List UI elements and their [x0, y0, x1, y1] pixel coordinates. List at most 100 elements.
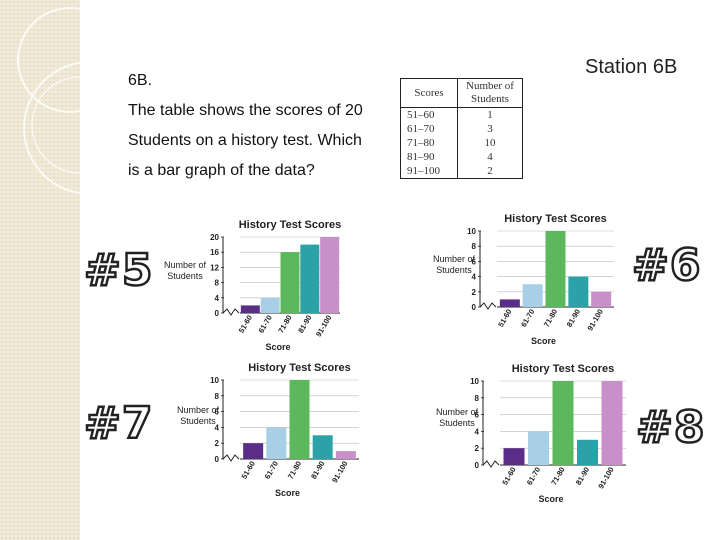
bar: [260, 297, 280, 313]
score-range-cell: 51–60: [400, 107, 458, 122]
decorative-circles: [17, 7, 130, 195]
bar: [320, 237, 340, 313]
question-line: The table shows the scores of 20: [128, 102, 363, 119]
y-tick-label: 10: [467, 227, 476, 236]
x-tick-label: 71-80: [549, 466, 566, 487]
y-tick-label: 4: [215, 423, 220, 432]
bar: [266, 427, 287, 459]
x-axis-label: Score: [531, 336, 556, 346]
x-axis-label: Score: [275, 488, 300, 498]
bar: [312, 435, 333, 459]
axis-break-icon: [482, 460, 500, 468]
bar: [289, 380, 310, 459]
question-number: 6B.: [128, 72, 153, 89]
bar: [545, 231, 566, 307]
table-row: 61–70 3: [400, 122, 523, 136]
bar: [240, 305, 260, 313]
bar: [522, 284, 543, 307]
option-label-8: #8: [635, 401, 706, 455]
header-number-of-students: Number of Students: [457, 78, 523, 108]
student-count-cell: 2: [457, 164, 523, 179]
y-axis-label: Number of: [177, 405, 220, 415]
y-tick-label: 10: [470, 377, 479, 386]
x-axis-label: Score: [538, 494, 563, 504]
table-row: 51–60 1: [400, 107, 523, 122]
y-axis-label: Number of: [436, 407, 479, 417]
bar: [243, 443, 264, 459]
y-tick-label: 2: [215, 439, 220, 448]
x-tick-label: 61-70: [525, 466, 542, 487]
student-count-cell: 4: [457, 150, 523, 164]
bar: [499, 299, 520, 307]
y-tick-label: 0: [215, 309, 220, 318]
y-axis-label: Students: [439, 418, 475, 428]
option-label-5: #5: [83, 244, 154, 298]
question-line: Students on a history test. Which: [128, 132, 362, 149]
station-title: Station 6B: [585, 56, 678, 78]
score-table-header: Scores Number of Students: [400, 78, 523, 108]
option-label-6: #6: [631, 239, 702, 293]
y-tick-label: 4: [475, 427, 480, 436]
y-tick-label: 8: [215, 392, 220, 401]
x-axis-label: Score: [265, 342, 290, 352]
question-line: is a bar graph of the data?: [128, 162, 315, 179]
y-tick-label: 6: [472, 257, 477, 266]
score-range-cell: 61–70: [400, 122, 458, 136]
y-tick-label: 0: [215, 455, 220, 464]
bar: [335, 451, 356, 459]
y-axis-label: Students: [180, 416, 216, 426]
y-tick-label: 0: [472, 303, 477, 312]
decorative-side-strip: [0, 0, 80, 540]
chart-title: History Test Scores: [239, 219, 342, 231]
y-tick-label: 0: [475, 461, 480, 470]
bar: [528, 431, 549, 465]
bar: [601, 381, 623, 465]
y-axis-label: Number of: [164, 260, 207, 270]
question-text: 6B. The table shows the scores of 20 Stu…: [128, 66, 398, 186]
y-tick-label: 4: [215, 294, 220, 303]
table-row: 71–80 10: [400, 136, 523, 150]
header-scores: Scores: [400, 78, 458, 108]
chart-title: History Test Scores: [512, 363, 615, 375]
x-tick-label: 91-100: [596, 466, 615, 491]
bar: [568, 276, 589, 307]
y-tick-label: 2: [472, 288, 477, 297]
bar: [280, 252, 300, 313]
bar: [591, 291, 612, 307]
y-tick-label: 16: [210, 248, 219, 257]
bar: [503, 448, 525, 465]
y-axis-label: Number of: [433, 254, 476, 264]
score-range-cell: 81–90: [400, 150, 458, 164]
y-tick-label: 8: [475, 394, 480, 403]
bar: [552, 381, 574, 465]
axis-break-icon: [222, 454, 240, 462]
bar: [300, 244, 320, 313]
table-row: 91–100 2: [400, 164, 523, 179]
score-table: Scores Number of Students 51–60 1 61–70 …: [400, 78, 523, 179]
y-tick-label: 6: [215, 408, 220, 417]
y-tick-label: 20: [210, 233, 219, 242]
y-tick-label: 4: [472, 273, 477, 282]
x-tick-label: 81-90: [574, 466, 591, 487]
y-axis-label: Students: [436, 265, 472, 275]
student-count-cell: 1: [457, 107, 523, 122]
student-count-cell: 3: [457, 122, 523, 136]
y-tick-label: 6: [475, 411, 480, 420]
student-count-cell: 10: [457, 136, 523, 150]
y-tick-label: 8: [472, 242, 477, 251]
y-axis-label: Students: [167, 271, 203, 281]
chart-title: History Test Scores: [504, 213, 607, 225]
chart-title: History Test Scores: [248, 362, 351, 374]
option-label-7: #7: [83, 397, 154, 451]
y-tick-label: 2: [475, 444, 480, 453]
axis-break-icon: [479, 302, 497, 310]
y-tick-label: 12: [210, 263, 219, 272]
x-tick-label: 51-60: [500, 466, 517, 487]
score-range-cell: 91–100: [400, 164, 458, 179]
table-row: 81–90 4: [400, 150, 523, 164]
bar: [577, 439, 598, 465]
